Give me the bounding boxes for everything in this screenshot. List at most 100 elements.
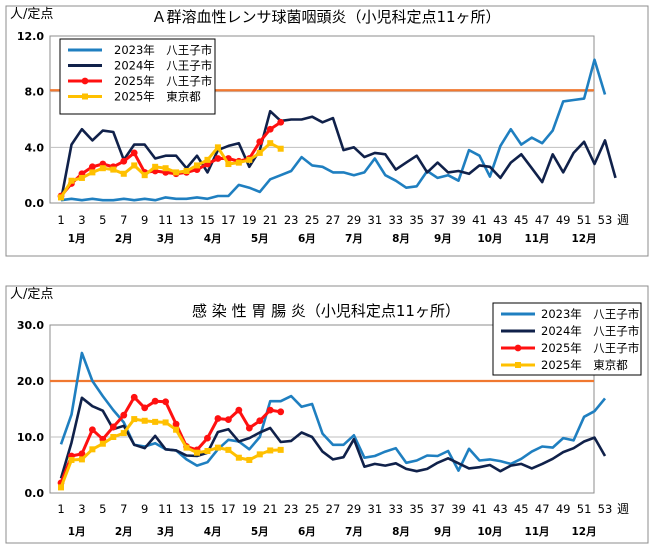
x-tick-label: 31 <box>368 213 383 227</box>
data-point <box>120 170 127 177</box>
chart-title: 感 染 性 胃 腸 炎（小児科定点11ヶ所） <box>192 302 460 320</box>
data-point <box>277 145 284 152</box>
x-tick-label: 1 <box>57 502 64 516</box>
series-line-3 <box>59 417 281 488</box>
month-label: 2月 <box>115 526 133 538</box>
x-tick-label: 47 <box>535 502 550 516</box>
x-tick-label: 35 <box>409 502 424 516</box>
x-tick-label: 13 <box>179 502 194 516</box>
data-point <box>131 162 138 169</box>
data-point <box>204 448 211 454</box>
x-tick-label: 49 <box>556 213 571 227</box>
x-tick-label: 5 <box>99 213 106 227</box>
chart-infectious-gastroenteritis: 感 染 性 胃 腸 炎（小児科定点11ヶ所） 人/定点 0.0 10.0 20.0 30.… <box>5 285 649 544</box>
x-tick-label: 3 <box>78 502 85 516</box>
y-tick-label: 20.0 <box>17 375 44 388</box>
data-point <box>152 163 159 170</box>
x-tick-label: 17 <box>221 213 236 227</box>
data-point <box>89 446 96 453</box>
x-tick-label: 5 <box>99 502 106 516</box>
x-tick-label: 43 <box>493 213 508 227</box>
month-label: 11月 <box>524 526 549 538</box>
series-line-3 <box>59 141 282 199</box>
data-point <box>110 434 117 440</box>
month-label: 5月 <box>251 526 269 538</box>
x-tick-label: 17 <box>221 502 236 516</box>
data-point <box>183 444 190 451</box>
month-label: 3月 <box>157 233 175 245</box>
month-label: 1月 <box>68 233 86 245</box>
data-point <box>141 172 148 179</box>
data-point <box>214 144 221 151</box>
x-tick-label: 45 <box>514 502 529 516</box>
chart-strep-pharyngitis: Ａ群溶血性レンサ球菌咽頭炎（小児科定点11ヶ所） 人/定点 0.0 4.0 8.0 12.… <box>5 5 649 257</box>
x-tick-label: 21 <box>263 502 278 516</box>
month-label: 6月 <box>298 526 316 538</box>
x-tick-label: 25 <box>305 502 320 516</box>
data-point <box>78 456 85 463</box>
data-point <box>256 451 263 458</box>
x-tick-label: 1 <box>57 213 64 227</box>
x-tick-label: 35 <box>409 213 424 227</box>
data-point <box>58 194 64 201</box>
y-tick-label: 10.0 <box>17 431 44 444</box>
month-label: 10月 <box>477 526 502 538</box>
month-label: 9月 <box>434 526 452 538</box>
plot-area <box>49 324 595 494</box>
legend-entry: 2023年 八王子市 <box>541 307 639 321</box>
legend-entry: 2024年 八王子市 <box>541 324 639 338</box>
x-tick-label: 11 <box>158 213 173 227</box>
month-label: 11月 <box>524 233 549 245</box>
data-point <box>214 444 221 451</box>
x-tick-label: 33 <box>388 502 403 516</box>
data-point <box>256 417 264 425</box>
x-tick-label: 39 <box>451 213 466 227</box>
legend-entry: 2025年 東京都 <box>114 90 201 104</box>
x-tick-label: 7 <box>120 502 127 516</box>
data-point <box>246 456 253 463</box>
month-label: 4月 <box>204 526 222 538</box>
data-point <box>224 416 232 424</box>
data-point <box>109 423 117 431</box>
data-point <box>99 440 106 447</box>
x-tick-label: 29 <box>347 502 362 516</box>
data-point <box>204 434 211 442</box>
data-point <box>141 404 149 412</box>
x-tick-label: 19 <box>242 213 257 227</box>
x-tick-label: 49 <box>556 502 571 516</box>
data-point <box>194 449 200 456</box>
data-point <box>120 430 127 437</box>
series-line-2 <box>59 395 281 484</box>
data-point <box>256 138 264 146</box>
data-point <box>152 418 159 425</box>
month-label: 2月 <box>115 233 133 245</box>
month-label: 10月 <box>477 233 502 245</box>
data-point <box>162 398 170 406</box>
legend-marker <box>514 344 522 352</box>
month-label: 4月 <box>204 233 222 245</box>
data-point <box>141 417 148 424</box>
series-line-1 <box>59 396 607 479</box>
data-point <box>277 446 284 453</box>
data-point <box>183 167 190 174</box>
legend-marker <box>81 77 89 85</box>
month-label: 3月 <box>157 526 175 538</box>
y-axis-label: 人/定点 <box>10 7 53 22</box>
data-point <box>277 118 285 126</box>
x-tick-label: 53 <box>598 213 613 227</box>
data-point <box>266 125 274 133</box>
legend-marker <box>515 362 521 368</box>
data-point <box>277 408 285 416</box>
data-point <box>245 424 253 432</box>
data-point <box>235 159 242 166</box>
data-point <box>256 149 263 156</box>
y-tick-label: 30.0 <box>17 319 44 332</box>
x-tick-label: 51 <box>577 213 592 227</box>
data-point <box>68 456 75 463</box>
x-tick-label: 51 <box>577 502 592 516</box>
y-tick-label: 4.0 <box>25 141 45 154</box>
data-point <box>131 416 138 423</box>
x-tick-label: 47 <box>535 213 550 227</box>
data-point <box>204 156 211 163</box>
legend-entry: 2023年 八王子市 <box>114 43 212 57</box>
